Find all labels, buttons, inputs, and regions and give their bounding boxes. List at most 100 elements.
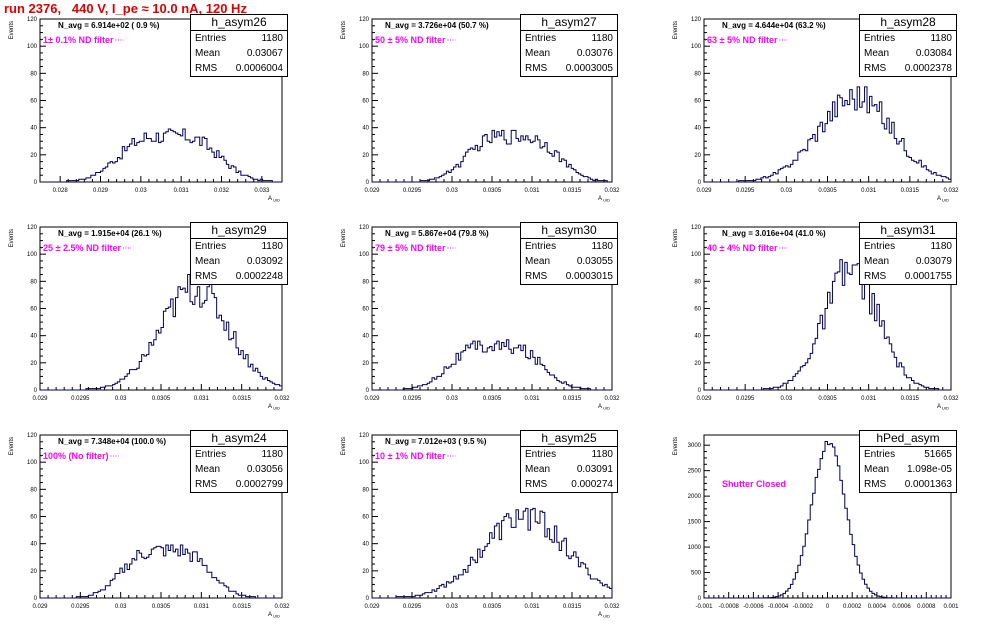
x-tick-label: 0.032	[214, 188, 230, 194]
y-tick-label: 0	[698, 388, 702, 394]
x-tick-label: 0.0305	[483, 188, 502, 194]
y-axis-title: Events	[341, 229, 347, 247]
x-tick-label: 0.03	[115, 604, 127, 610]
x-axis-title-sub: UID	[941, 198, 949, 203]
stat-value: 0.0001363	[904, 479, 952, 490]
y-tick-label: 0	[366, 180, 370, 186]
y-tick-label: 60	[694, 307, 701, 313]
y-tick-label: 100	[691, 252, 702, 258]
stat-label: RMS	[195, 63, 218, 74]
stat-value: 0.0002248	[235, 271, 283, 282]
y-tick-label: 60	[30, 307, 37, 313]
histogram-pad-h_asym28: 0 20 40 60 80 100 120 0.029 0.0295 0.03 0.0305 0.03…	[664, 14, 996, 222]
stat-label: Mean	[864, 48, 890, 59]
stat-label: Entries	[195, 449, 227, 460]
x-tick-label: 0.031	[861, 188, 877, 194]
x-axis-title: A UID	[598, 404, 610, 411]
y-axis-title: Events	[673, 21, 679, 39]
stat-box-title: h_asym29	[191, 223, 287, 239]
stat-value: 0.03055	[576, 256, 613, 267]
y-tick-label: 80	[694, 279, 701, 285]
x-tick-label: 0.028	[53, 188, 69, 194]
stat-row-entries: Entries 1180	[521, 239, 617, 254]
y-tick-label: 2500	[688, 469, 702, 475]
stat-box-title: hPed_asym	[860, 431, 956, 447]
histogram-line	[704, 441, 951, 599]
histogram-line	[40, 128, 282, 183]
stat-label: Entries	[195, 241, 227, 252]
x-tick-label: 0.0295	[71, 604, 90, 610]
x-tick-label: 0.0315	[563, 188, 582, 194]
x-tick-label: 0.0295	[71, 396, 90, 402]
x-axis-title-sub: UID	[602, 614, 610, 619]
x-tick-label: 0.0315	[232, 604, 251, 610]
y-tick-label: 40	[694, 334, 701, 340]
y-tick-label: 80	[362, 487, 369, 493]
stat-row-entries: Entries 1180	[521, 447, 617, 462]
navg-text: N_avg = 3.016e+04 (41.0 %)	[722, 229, 826, 238]
y-axis-title: Events	[341, 21, 347, 39]
stat-row-entries: Entries 1180	[521, 31, 617, 46]
y-axis-title: Events	[9, 21, 15, 39]
y-tick-label: 3000	[688, 443, 702, 449]
y-tick-label: 20	[362, 361, 369, 367]
stat-label: RMS	[864, 271, 887, 282]
y-tick-label: 80	[30, 279, 37, 285]
x-tick-label: 0.0004	[868, 604, 887, 610]
stat-box: hPed_asym Entries 51665 Mean 1.098e-05 RMS 0.0…	[859, 430, 957, 493]
x-axis-title-sub: UID	[272, 198, 280, 203]
stat-value: 0.03067	[246, 48, 283, 59]
histogram-pad-h_asym29: 0 20 40 60 80 100 120 0.029 0.0295 0.03 0.0305 0.03…	[0, 222, 332, 430]
y-tick-label: 20	[694, 153, 701, 159]
stat-box: h_asym27 Entries 1180 Mean 0.03076 RMS 0.00030…	[520, 14, 618, 77]
x-tick-label: 0.031	[194, 604, 210, 610]
stat-label: Entries	[864, 241, 896, 252]
stat-label: RMS	[195, 271, 218, 282]
stat-label: Entries	[864, 33, 896, 44]
x-tick-label: 0.033	[254, 188, 270, 194]
x-tick-label: 0.032	[943, 188, 959, 194]
navg-text: N_avg = 1.915e+04 (26.1 %)	[58, 229, 162, 238]
histogram-line	[372, 339, 612, 391]
y-tick-label: 60	[362, 515, 369, 521]
histogram-pad-h_asym31: 0 20 40 60 80 100 120 0.029 0.0295 0.03 0.0305 0.03…	[664, 222, 996, 430]
y-tick-label: 100	[27, 44, 38, 50]
x-tick-label: 0.0295	[403, 604, 422, 610]
stat-value: 1180	[261, 449, 283, 460]
stat-box: h_asym31 Entries 1180 Mean 0.03079 RMS 0.00017…	[859, 222, 957, 285]
x-tick-label: 0.0006	[892, 604, 911, 610]
stat-row-rms: RMS 0.0006004	[191, 61, 287, 76]
x-tick-label: 0.0315	[563, 396, 582, 402]
y-tick-label: 60	[694, 99, 701, 105]
histogram-line	[40, 274, 283, 391]
x-tick-label: 0.031	[524, 188, 540, 194]
navg-text: N_avg = 4.644e+04 (63.2 %)	[722, 21, 826, 30]
stat-row-rms: RMS 0.000274	[521, 477, 617, 492]
stat-label: Mean	[864, 256, 890, 267]
x-tick-label: 0	[826, 604, 830, 610]
y-tick-label: 120	[27, 17, 38, 23]
x-axis-title: A UID	[937, 196, 949, 203]
x-tick-label: 0.031	[861, 396, 877, 402]
x-tick-label: -0.0006	[743, 604, 764, 610]
filter-text: Shutter Closed	[722, 479, 786, 489]
y-tick-label: 40	[362, 334, 369, 340]
y-axis-title: Events	[673, 437, 679, 455]
stat-row-mean: Mean 0.03079	[860, 254, 956, 269]
stat-row-rms: RMS 0.0002799	[191, 477, 287, 492]
stat-value: 0.0002378	[904, 63, 952, 74]
x-tick-label: 0.031	[524, 396, 540, 402]
y-tick-label: 120	[691, 225, 702, 231]
x-axis-title: A UID	[937, 404, 949, 411]
x-tick-label: 0.029	[696, 396, 712, 402]
y-tick-label: 80	[362, 71, 369, 77]
histogram-line	[704, 86, 952, 183]
x-tick-label: 0.03	[135, 188, 147, 194]
x-axis-title-sub: UID	[602, 198, 610, 203]
navg-text: N_avg = 7.348e+04 (100.0 %)	[58, 437, 166, 446]
y-tick-label: 80	[694, 71, 701, 77]
y-tick-label: 120	[359, 225, 370, 231]
y-axis-title: Events	[673, 229, 679, 247]
stat-value: 1180	[591, 33, 613, 44]
stat-label: Mean	[195, 48, 221, 59]
